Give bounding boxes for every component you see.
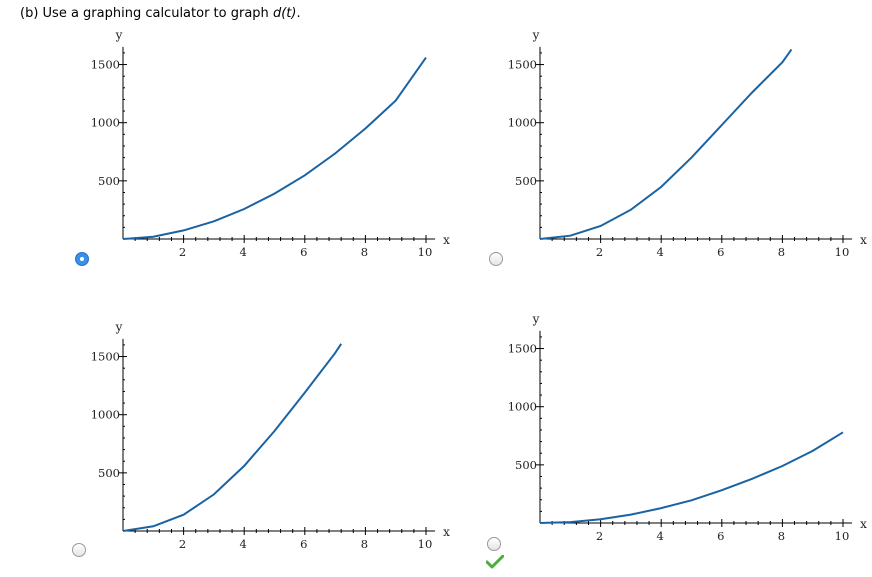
x-tick-label: 6 — [717, 245, 724, 259]
question-text: (b) Use a graphing calculator to graph d… — [20, 6, 301, 21]
y-tick-label: 1500 — [508, 58, 537, 72]
x-tick-label: 10 — [835, 245, 850, 259]
x-tick-label: 6 — [717, 529, 724, 543]
x-tick-label: 6 — [300, 537, 307, 551]
y-tick-label: 500 — [515, 458, 537, 472]
x-tick-label: 10 — [418, 537, 433, 551]
x-tick-label: 10 — [418, 245, 433, 259]
y-axis-label: y — [532, 28, 540, 42]
x-tick-label: 6 — [300, 245, 307, 259]
x-axis-label: x — [443, 233, 450, 247]
series-line — [122, 57, 427, 240]
x-tick-label: 8 — [361, 245, 368, 259]
x-tick-label: 4 — [657, 529, 664, 543]
x-tick-label: 8 — [361, 537, 368, 551]
x-axis-label: x — [860, 517, 867, 531]
x-tick-label: 2 — [179, 537, 186, 551]
x-tick-label: 4 — [657, 245, 664, 259]
series-line — [539, 431, 844, 524]
x-tick-label: 2 — [179, 245, 186, 259]
x-axis-label: x — [443, 525, 450, 539]
x-tick-label: 8 — [778, 245, 785, 259]
y-tick-label: 500 — [98, 174, 120, 188]
y-axis-label: y — [115, 28, 123, 42]
y-tick-label: 1500 — [91, 350, 120, 364]
x-tick-label: 4 — [240, 245, 247, 259]
y-tick-label: 1500 — [91, 58, 120, 72]
x-tick-label: 2 — [596, 529, 603, 543]
y-tick-label: 1000 — [91, 408, 120, 422]
radio-option-3[interactable] — [72, 543, 86, 557]
question-suffix: . — [296, 6, 301, 21]
question-function: d(t) — [272, 6, 297, 21]
y-tick-label: 1000 — [508, 400, 537, 414]
correct-check-icon — [486, 555, 504, 569]
y-tick-label: 500 — [98, 466, 120, 480]
radio-option-4[interactable] — [487, 537, 501, 551]
series-line — [122, 343, 343, 532]
x-axis-label: x — [860, 233, 867, 247]
radio-option-1[interactable] — [75, 252, 89, 266]
y-tick-label: 1000 — [91, 116, 120, 130]
x-tick-label: 8 — [778, 529, 785, 543]
y-tick-label: 1500 — [508, 342, 537, 356]
question-prefix: (b) Use a graphing calculator to graph — [20, 6, 273, 21]
x-tick-label: 2 — [596, 245, 603, 259]
y-tick-label: 500 — [515, 174, 537, 188]
y-tick-label: 1000 — [508, 116, 537, 130]
x-tick-label: 4 — [240, 537, 247, 551]
x-tick-label: 10 — [835, 529, 850, 543]
y-axis-label: y — [532, 312, 540, 326]
series-line — [539, 48, 793, 240]
radio-option-2[interactable] — [489, 252, 503, 266]
y-axis-label: y — [115, 320, 123, 334]
